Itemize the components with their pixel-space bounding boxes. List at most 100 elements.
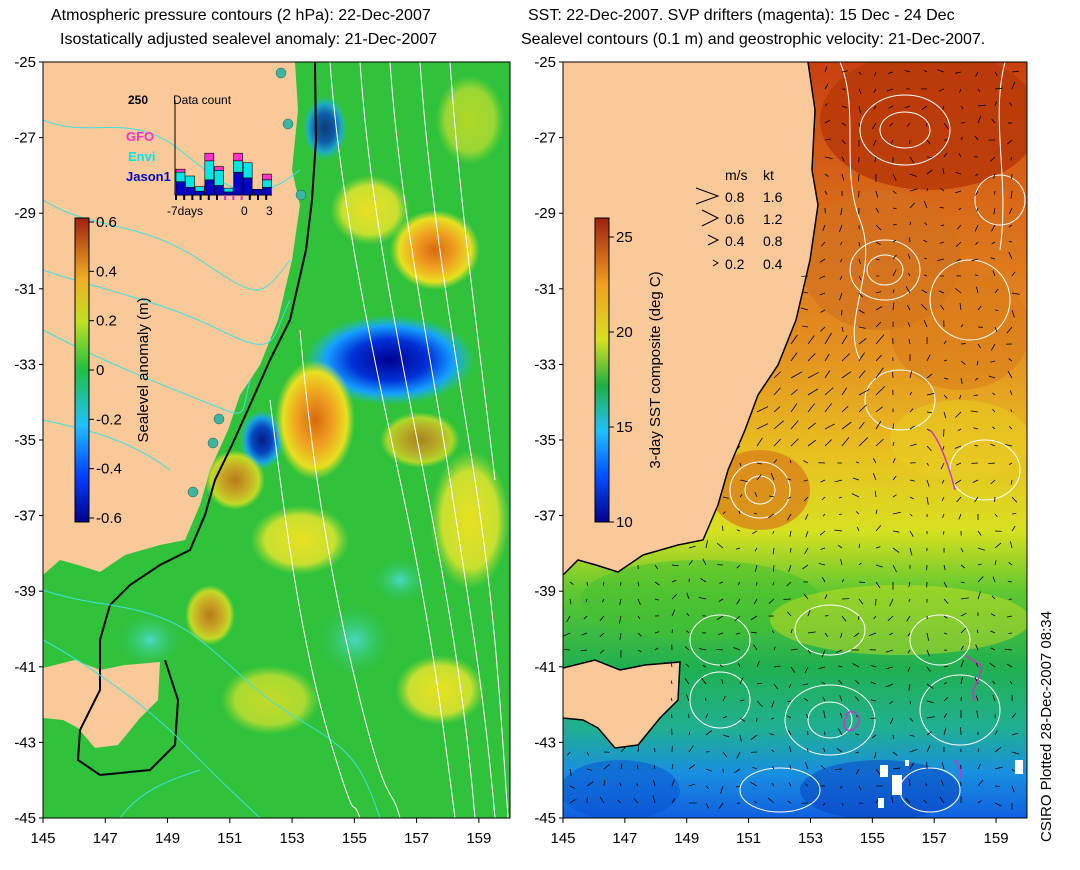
velocity-arrow	[954, 287, 962, 294]
velocity-arrow	[924, 222, 928, 226]
inset-bar-jason1	[214, 185, 224, 196]
right-lon-label: 155	[860, 830, 885, 847]
velocity-arrow	[874, 71, 877, 77]
velocity-arrow	[819, 530, 826, 536]
velocity-arrow	[972, 479, 979, 483]
velocity-arrow	[1008, 562, 1013, 566]
velocity-arrow	[722, 715, 728, 719]
velocity-arrow	[654, 598, 659, 601]
velocity-arrow	[994, 542, 1002, 549]
velocity-arrow	[841, 139, 846, 144]
velocity-arrow	[940, 462, 945, 470]
velocity-arrow	[1011, 81, 1016, 90]
velocity-arrow	[852, 477, 860, 481]
velocity-arrow	[716, 615, 724, 621]
velocity-arrow	[670, 713, 673, 719]
velocity-arrow	[904, 70, 911, 73]
velocity-arrow	[567, 751, 571, 756]
velocity-arrow	[756, 437, 763, 447]
velocity-arrow	[820, 479, 826, 483]
left-lat-label: -35	[14, 432, 36, 449]
inset-bar-envi	[175, 171, 186, 182]
velocity-arrow	[738, 510, 741, 515]
velocity-arrow	[1008, 224, 1013, 228]
velocity-arrow	[699, 648, 707, 651]
velocity-arrow	[841, 353, 850, 362]
velocity-arrow	[975, 662, 979, 668]
velocity-arrow	[637, 598, 641, 605]
sla-colorbar: 0.6 0.4 0.2 0 -0.2 -0.4 -0.6 Sealevel anomaly …	[74, 214, 152, 527]
velocity-arrow	[1007, 139, 1013, 145]
velocity-arrow	[718, 632, 724, 635]
velocity-arrow	[722, 511, 726, 515]
velocity-arrow	[790, 334, 798, 345]
velocity-arrow	[875, 546, 881, 549]
velocity-arrow	[705, 730, 713, 736]
velocity-arrow	[772, 547, 775, 555]
velocity-arrow	[858, 292, 864, 298]
inset-ymax-label: 250	[128, 93, 148, 107]
velocity-arrow	[671, 779, 675, 787]
velocity-arrow	[926, 139, 931, 145]
velocity-arrow	[855, 680, 860, 685]
velocity-arrow	[943, 340, 947, 345]
velocity-arrow	[926, 479, 930, 487]
velocity-arrow	[754, 492, 758, 498]
velocity-arrow	[858, 88, 862, 95]
inset-bar-gfo	[204, 152, 215, 162]
velocity-arrow	[858, 338, 867, 345]
right-lat-label: -27	[534, 130, 556, 147]
velocity-arrow	[974, 274, 979, 277]
velocity-arrow	[960, 676, 963, 685]
velocity-arrow	[943, 665, 948, 668]
velocity-arrow	[822, 802, 826, 807]
velocity-arrow	[870, 717, 877, 719]
velocity-arrow	[1009, 541, 1013, 549]
inset-bar-envi	[242, 162, 253, 179]
velocity-arrow-1	[701, 209, 720, 227]
velocity-arrow	[603, 779, 606, 787]
velocity-arrow	[807, 631, 816, 634]
velocity-arrow	[959, 394, 962, 400]
velocity-kt-1: 1.2	[763, 211, 783, 227]
velocity-arrow	[819, 292, 826, 296]
velocity-arrow	[905, 286, 911, 294]
inset-data-count-chart: 250 Data count GFO Envi Jason1 -7days 0 …	[126, 93, 273, 218]
velocity-arrow	[994, 766, 1003, 770]
velocity-arrow	[750, 781, 758, 787]
right-lon-label: 151	[736, 830, 761, 847]
velocity-arrow	[688, 764, 696, 770]
left-lat-label: -41	[14, 659, 36, 676]
velocity-arrow	[992, 408, 996, 413]
left-lon-label: 147	[93, 830, 118, 847]
velocity-arrow	[1008, 632, 1013, 634]
velocity-arrow	[873, 139, 877, 146]
velocity-arrow	[841, 421, 852, 430]
velocity-arrow	[735, 547, 741, 550]
velocity-arrow	[926, 731, 932, 736]
sst-colorbar-tick-label: 20	[616, 324, 633, 341]
velocity-arrow	[803, 698, 809, 702]
velocity-arrow	[818, 562, 826, 566]
velocity-arrow	[923, 257, 928, 260]
velocity-arrow	[721, 679, 724, 685]
velocity-arrow	[940, 224, 945, 226]
velocity-arrow	[617, 799, 622, 804]
velocity-arrow-0	[695, 187, 720, 205]
velocity-arrow	[754, 547, 758, 552]
velocity-arrow	[807, 353, 816, 362]
velocity-arrow	[974, 224, 979, 232]
velocity-arrow	[988, 462, 996, 465]
left-lat-label: -33	[14, 356, 36, 373]
velocity-arrow	[909, 547, 913, 556]
velocity-arrow	[992, 392, 996, 396]
velocity-arrow	[943, 713, 948, 719]
velocity-arrow	[803, 593, 809, 600]
velocity-arrow	[824, 103, 828, 107]
velocity-arrow	[702, 558, 707, 566]
velocity-arrow	[886, 666, 894, 670]
velocity-arrow	[906, 304, 911, 311]
velocity-arrow	[992, 576, 996, 583]
velocity-arrow	[705, 785, 710, 790]
velocity-arrow	[942, 530, 945, 535]
